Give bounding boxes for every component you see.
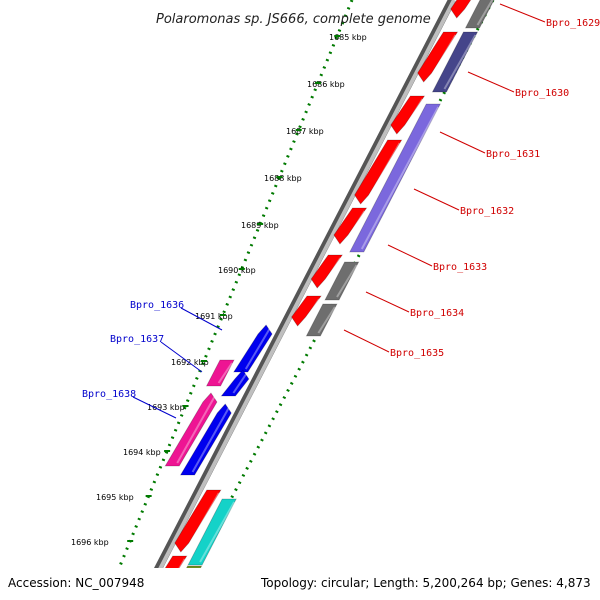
gene-label-leader <box>343 329 390 353</box>
gene-highlight <box>217 362 233 384</box>
accession-text: Accession: NC_007948 <box>8 576 144 590</box>
gene-block <box>233 324 273 373</box>
tick-tracks <box>104 0 495 600</box>
gene-block <box>164 392 218 467</box>
gene-block <box>464 0 495 29</box>
gene-highlight <box>302 298 320 324</box>
gene-highlight <box>365 142 401 202</box>
gene-labels: Bpro_1629 Bpro_1630 Bpro_1631 Bpro_1632 Bpro… <box>82 3 600 419</box>
gene-label-leader <box>467 71 515 93</box>
gene-highlight <box>244 327 271 370</box>
gene-highlight <box>461 0 474 16</box>
gene-block <box>174 489 222 553</box>
gene-label[interactable]: Bpro_1630 <box>515 88 569 99</box>
outer-dotted-track <box>176 0 495 600</box>
map-title: Polaromonas sp. JS666, complete genome <box>156 12 431 27</box>
kbp-tick-label: 1693 kbp <box>147 403 185 412</box>
gene-label[interactable]: Bpro_1638 <box>82 389 136 400</box>
kbp-tick-label: 1690 kbp <box>218 266 256 275</box>
gene-block <box>305 303 338 337</box>
gene-highlight <box>443 34 477 90</box>
gene-label[interactable]: Bpro_1635 <box>390 348 444 359</box>
kbp-tick-label: 1687 kbp <box>286 127 324 136</box>
gene-label[interactable]: Bpro_1629 <box>546 18 600 29</box>
gene-label[interactable]: Bpro_1633 <box>433 262 487 273</box>
gene-label-leader <box>387 244 433 267</box>
gene-highlight <box>322 257 342 286</box>
kbp-tick-label: 1691 kbp <box>195 312 233 321</box>
gene-highlight <box>176 395 216 464</box>
gene-highlight <box>191 406 231 473</box>
gene-label-leader <box>160 341 203 373</box>
kbp-tick-label: 1694 kbp <box>123 448 161 457</box>
gene-block <box>291 295 322 327</box>
gene-highlight <box>199 501 236 563</box>
gene-highlight <box>185 492 220 550</box>
gene-block <box>417 31 459 83</box>
kbp-tick-label: 1685 kbp <box>329 33 367 42</box>
kbp-tick-label: 1686 kbp <box>307 80 345 89</box>
gene-block <box>179 403 232 476</box>
gene-block <box>390 95 426 135</box>
gene-highlight <box>476 0 494 26</box>
gene-block <box>354 139 403 205</box>
gene-features <box>144 0 495 600</box>
gene-label[interactable]: Bpro_1631 <box>486 149 540 160</box>
gene-block <box>310 254 344 289</box>
gene-block <box>205 359 235 387</box>
kbp-tick-label: 1696 kbp <box>71 538 109 547</box>
gene-label[interactable]: Bpro_1634 <box>410 308 464 319</box>
gene-label-leader <box>180 307 223 331</box>
gene-label[interactable]: Bpro_1636 <box>130 300 184 311</box>
gene-label-leader <box>413 188 460 211</box>
gene-block <box>220 369 250 397</box>
gene-label-leader <box>439 131 486 154</box>
gene-block <box>349 103 441 253</box>
kbp-tick-label: 1695 kbp <box>96 493 134 502</box>
kbp-tick-labels: 1685 kbp 1686 kbp 1687 kbp 1688 kbp 1689 kbp… <box>71 33 367 547</box>
gene-block <box>324 261 360 301</box>
gene-block <box>450 0 472 19</box>
gene-block <box>333 207 368 245</box>
gene-highlight <box>345 210 366 242</box>
gene-label[interactable]: Bpro_1637 <box>110 334 164 345</box>
gene-block <box>187 498 237 566</box>
gene-highlight <box>401 98 424 132</box>
gene-label[interactable]: Bpro_1632 <box>460 206 514 217</box>
kbp-tick-label: 1688 kbp <box>264 174 302 183</box>
topology-text: Topology: circular; Length: 5,200,264 bp… <box>260 576 591 590</box>
footer-bar <box>0 568 600 600</box>
gene-highlight <box>336 264 358 298</box>
gene-highlight <box>428 34 457 80</box>
gene-block <box>431 31 479 93</box>
gene-highlight <box>232 372 248 394</box>
gene-highlight <box>360 106 440 250</box>
gene-label-leader <box>499 3 546 23</box>
genome-backbone <box>138 0 456 600</box>
gene-label-leader <box>132 396 177 419</box>
gene-label-leader <box>365 291 410 313</box>
gene-highlight <box>317 306 336 334</box>
kbp-tick-label: 1689 kbp <box>241 221 279 230</box>
